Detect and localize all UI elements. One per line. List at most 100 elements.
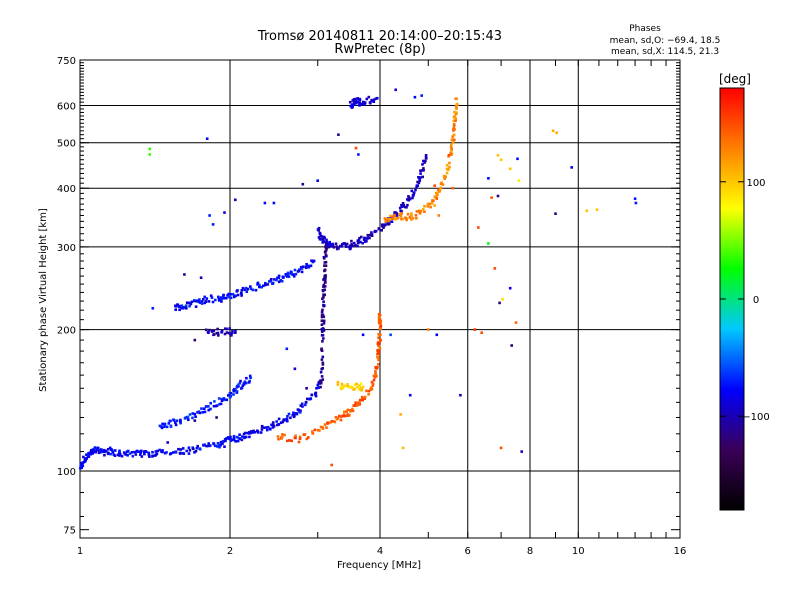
data-point [374,372,377,375]
data-point [203,443,206,446]
data-point [240,289,244,292]
data-point [374,97,378,100]
x-tick-label: 6 [465,546,471,557]
data-point [365,389,368,393]
data-point [235,390,239,393]
data-point [334,415,338,419]
data-point [147,451,150,455]
x-axis-label: Frequency [MHz] [337,560,421,571]
data-point [302,265,305,268]
data-point [316,228,320,231]
data-point [376,348,380,352]
data-point [298,435,302,439]
data-point [319,425,323,429]
data-point [322,300,325,303]
data-point [336,383,340,387]
data-point [403,205,407,209]
data-point [265,428,269,432]
data-point [451,186,455,190]
data-point [277,423,280,426]
data-point [118,449,121,453]
data-point [345,410,348,413]
data-point [436,191,439,194]
data-point [240,438,244,442]
data-point [272,425,276,428]
data-point [174,304,177,308]
phases-header: Phases [629,24,661,34]
data-point [322,315,326,319]
data-point [499,158,503,161]
data-point [418,178,421,181]
data-point [135,450,139,453]
data-point [433,204,436,207]
data-point [450,149,453,153]
data-point [332,420,335,423]
data-point [354,97,358,101]
data-point [298,437,302,440]
data-point [200,300,204,303]
data-point [194,305,198,308]
data-point [179,452,182,455]
data-point [435,197,439,200]
data-point [180,304,184,307]
data-point [211,223,215,226]
data-point [94,448,97,451]
data-point [201,411,205,414]
data-point [186,415,190,419]
data-point [443,177,446,180]
data-point [453,138,456,142]
data-point [319,379,322,382]
data-point [131,454,135,458]
data-point [270,278,273,281]
data-point [293,412,297,415]
data-point [415,217,418,220]
data-point [450,152,454,156]
data-point [336,246,339,249]
data-point [358,384,361,387]
data-point [336,380,340,384]
data-point [392,215,395,218]
data-point [230,331,234,335]
data-point [108,446,112,450]
data-point [286,419,289,423]
data-point [349,246,352,250]
x-tick-label: 1 [77,546,83,557]
data-point [296,408,300,411]
data-point [275,420,278,423]
y-tick-label: 500 [57,139,76,150]
data-point [370,231,373,234]
data-point [172,451,175,454]
data-point [358,236,361,240]
data-point [305,437,309,441]
data-point [346,414,349,417]
data-point [194,299,198,303]
data-point [355,100,359,104]
data-point [232,389,236,393]
data-point [366,237,369,240]
data-point [305,387,308,390]
data-point [264,281,267,285]
data-point [276,435,280,438]
data-point [349,410,352,413]
data-point [207,300,211,303]
data-point [354,146,358,150]
data-point [165,451,168,454]
data-point [417,210,421,213]
data-point [174,421,177,425]
data-point [435,333,439,337]
data-point [91,452,94,455]
data-point [165,425,169,429]
data-point [426,205,430,208]
data-point [367,389,371,393]
data-point [260,428,264,431]
data-point [398,212,402,216]
data-point [389,214,392,218]
data-point [218,402,221,406]
data-point [379,338,383,342]
data-point [405,218,408,222]
data-point [318,232,322,235]
data-point [249,430,253,433]
colorbar-tick-label: −100 [742,412,769,423]
data-point [508,167,512,171]
data-point [285,275,289,278]
